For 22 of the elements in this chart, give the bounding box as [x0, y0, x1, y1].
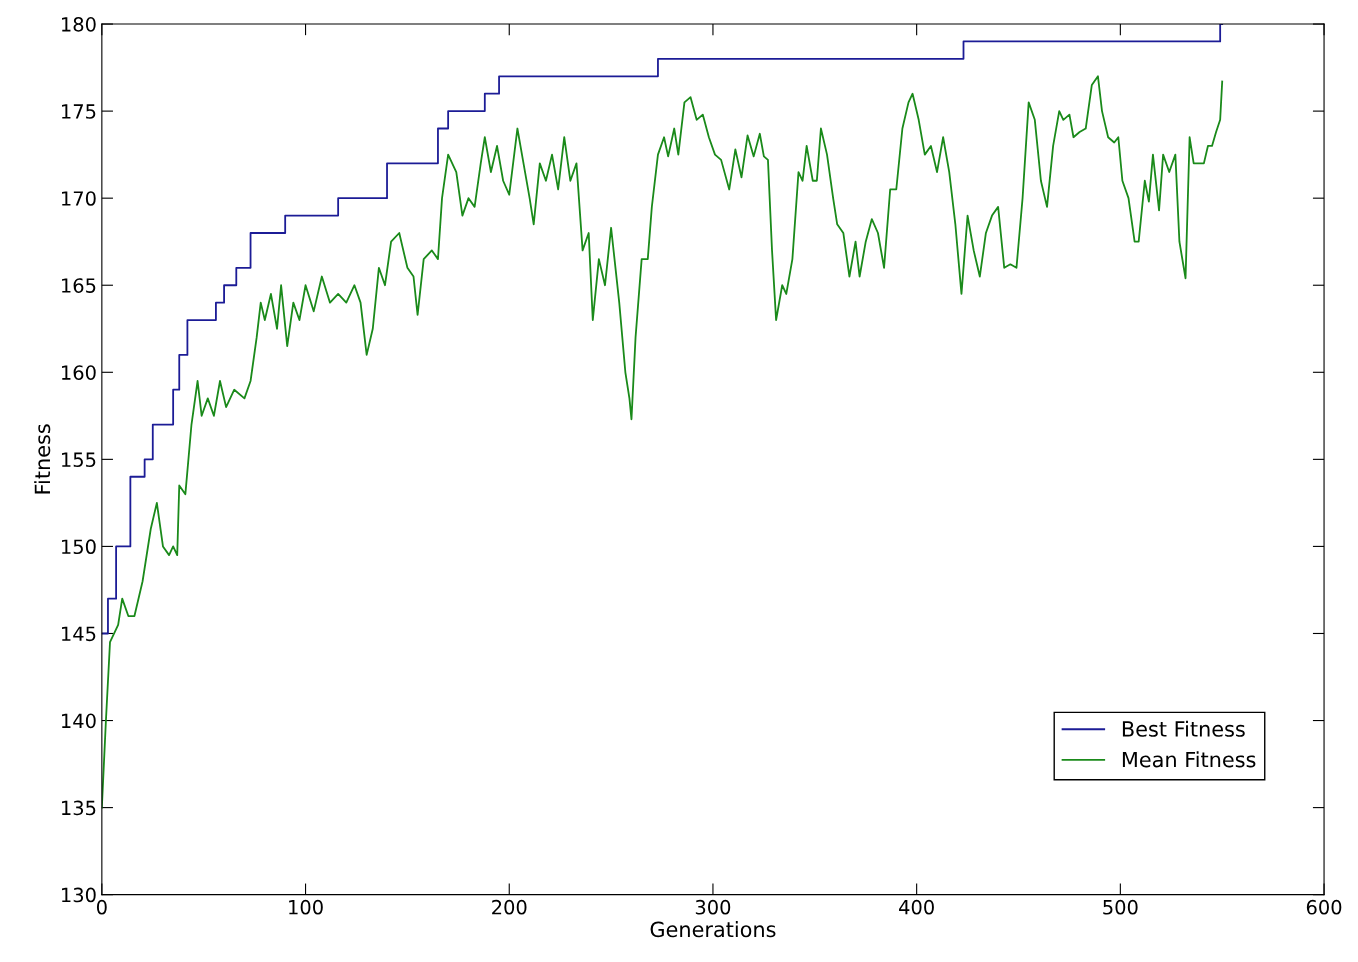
y-tick-label: 160 [62, 365, 96, 380]
x-tick-label: 100 [289, 899, 323, 915]
x-tick-label: 500 [1103, 899, 1138, 915]
y-tick-label: 135 [62, 800, 96, 816]
y-tick-label: 175 [62, 104, 96, 119]
x-tick-label: 200 [492, 899, 527, 915]
y-tick-label: 170 [62, 191, 96, 206]
legend-label: Mean Fitness [1122, 751, 1256, 768]
x-tick-label: 400 [899, 899, 934, 915]
y-tick-label: 165 [62, 278, 96, 293]
y-tick-label: 140 [62, 713, 96, 729]
x-tick-label: 600 [1306, 899, 1342, 915]
y-tick-label: 130 [62, 887, 96, 903]
x-tick-label: 300 [695, 899, 731, 915]
y-tick-label: 150 [62, 539, 96, 555]
y-axis-title: Fitness [34, 424, 51, 494]
y-tick-label: 180 [62, 17, 96, 32]
y-tick-label: 145 [62, 626, 96, 642]
legend-label: Best Fitness [1122, 720, 1245, 737]
y-tick-label: 155 [62, 452, 96, 468]
x-tick-label: 0 [96, 899, 107, 915]
x-axis-title: Generations [650, 921, 776, 938]
